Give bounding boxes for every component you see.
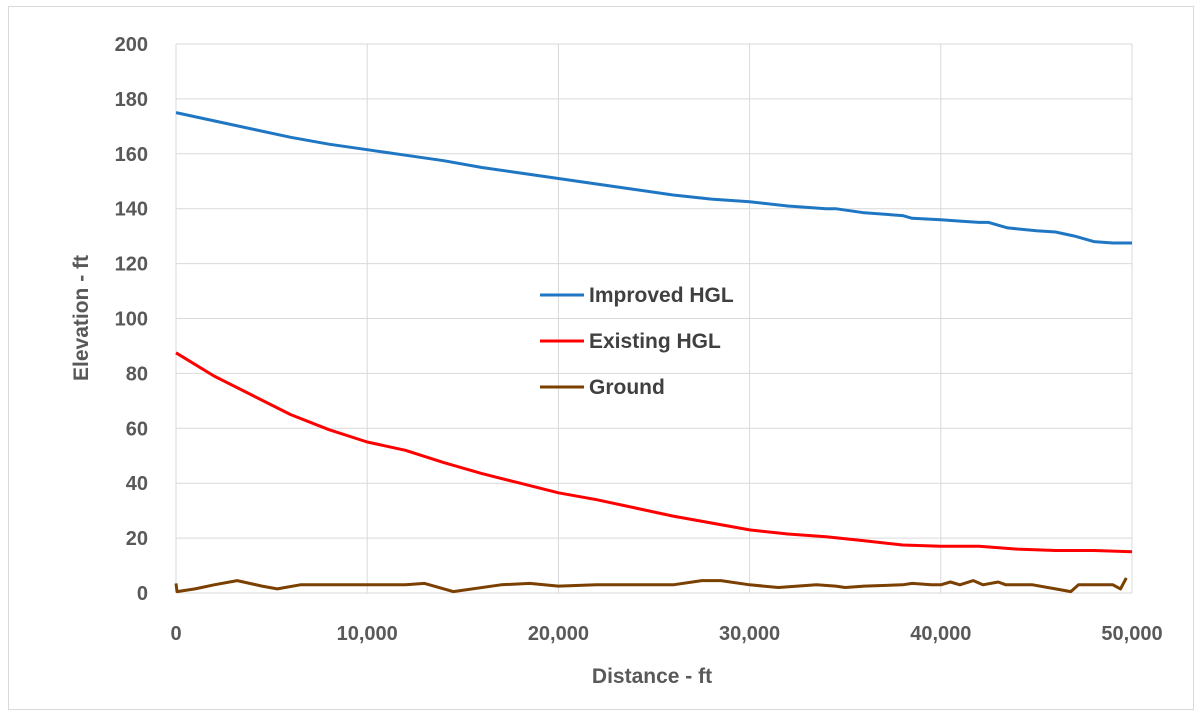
y-tick-label: 0 — [137, 583, 148, 605]
x-axis-title: Distance - ft — [592, 665, 712, 688]
series-line-improved-hgl — [175, 111, 1132, 245]
y-axis-title: Elevation - ft — [70, 255, 93, 381]
y-tick-labels: 0 20 40 60 80 100 120 140 160 180 200 — [115, 34, 148, 605]
gridlines — [176, 43, 1133, 593]
series-line-ground — [174, 577, 1128, 594]
x-tick-label: 10,000 — [337, 623, 398, 645]
legend: Improved HGL Existing HGL Ground — [540, 284, 734, 399]
y-tick-label: 120 — [115, 254, 148, 276]
x-tick-label: 0 — [170, 623, 181, 645]
series-lines — [174, 111, 1133, 594]
y-tick-label: 180 — [115, 89, 148, 111]
legend-label-ground: Ground — [589, 376, 665, 399]
y-tick-label: 80 — [126, 363, 148, 385]
x-tick-labels: 0 10,000 20,000 30,000 40,000 50,000 — [170, 623, 1162, 645]
x-tick-label: 40,000 — [910, 623, 971, 645]
plot-axes — [175, 44, 1132, 594]
y-tick-label: 40 — [126, 473, 148, 495]
legend-label-improved-hgl: Improved HGL — [589, 284, 734, 307]
series-line-existing-hgl — [175, 351, 1133, 554]
legend-label-existing-hgl: Existing HGL — [589, 330, 721, 353]
x-tick-label: 30,000 — [719, 623, 780, 645]
x-tick-label: 50,000 — [1101, 623, 1162, 645]
y-tick-label: 100 — [115, 309, 148, 331]
y-tick-label: 200 — [115, 34, 148, 56]
y-tick-label: 60 — [126, 418, 148, 440]
y-tick-label: 20 — [126, 528, 148, 550]
y-tick-label: 140 — [115, 199, 148, 221]
x-tick-label: 20,000 — [528, 623, 589, 645]
y-tick-label: 160 — [115, 144, 148, 166]
